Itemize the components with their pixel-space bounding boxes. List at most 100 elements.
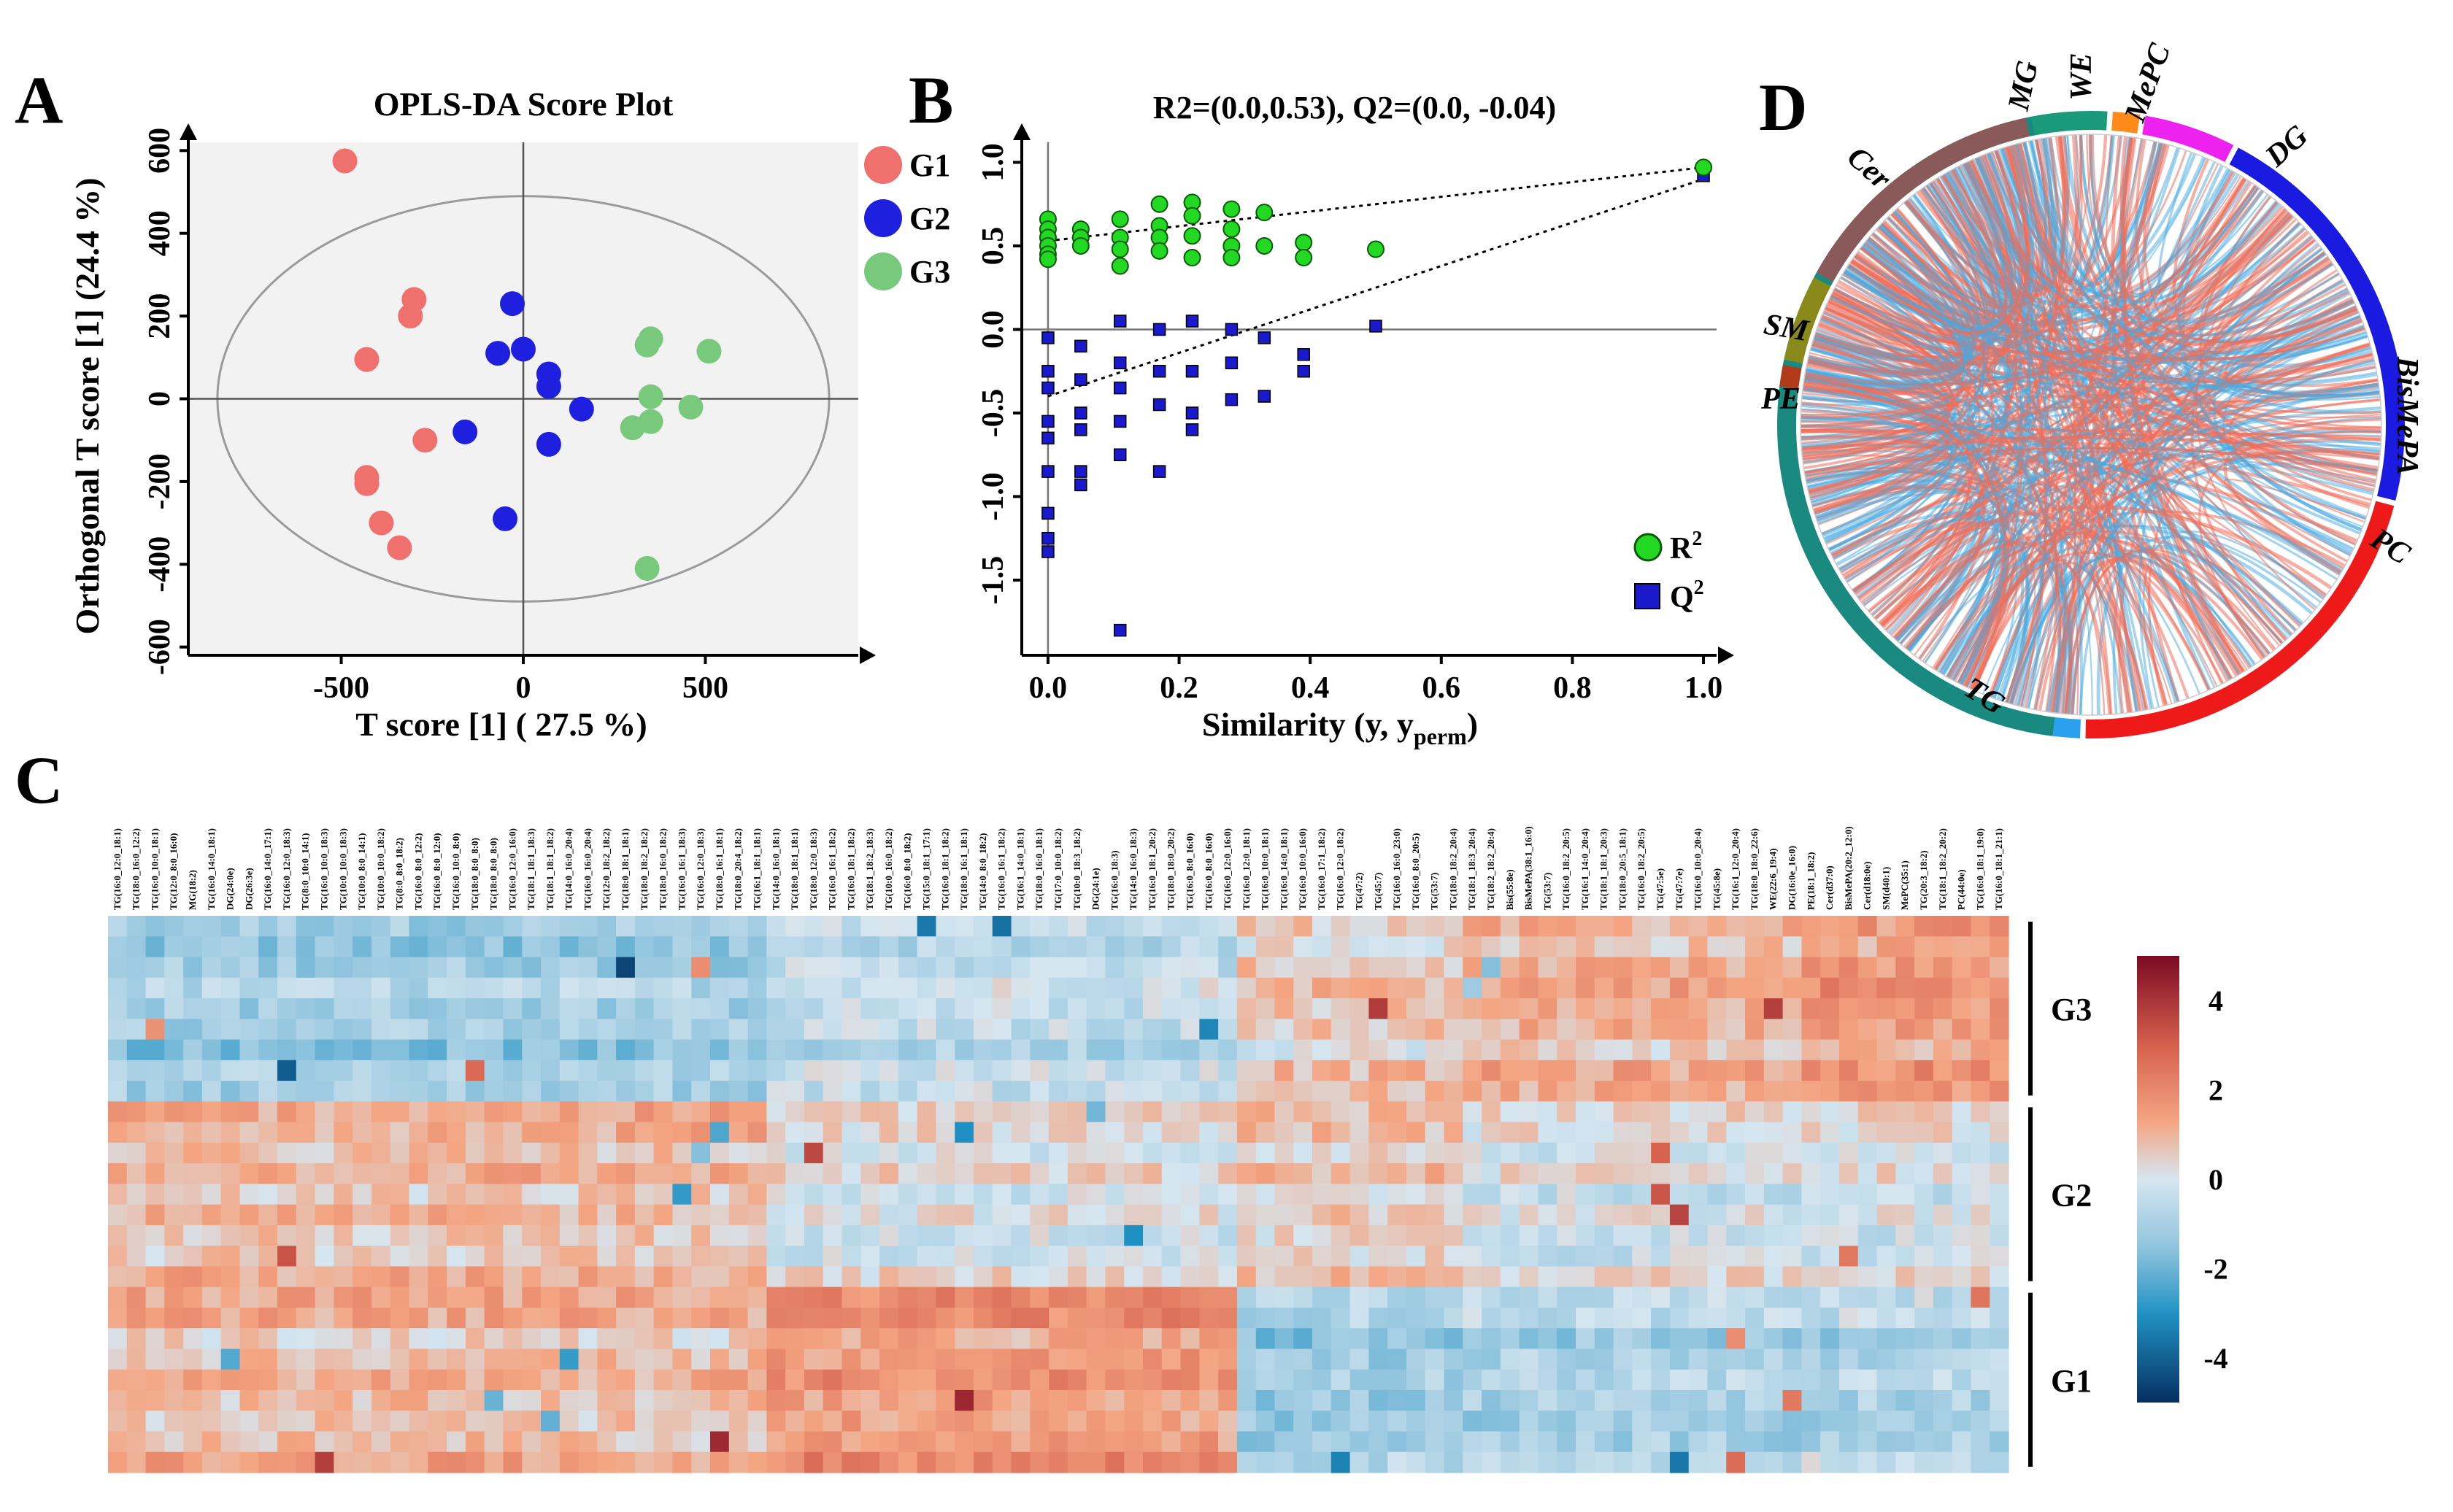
heatmap-cell xyxy=(164,1307,184,1329)
heatmap-cell xyxy=(804,1224,824,1246)
heatmap-cell xyxy=(1801,1328,1821,1350)
heatmap-cell xyxy=(728,1411,749,1432)
heatmap-cell xyxy=(447,957,466,979)
heatmap-cell xyxy=(409,1184,428,1206)
heatmap-cell xyxy=(258,916,278,937)
heatmap-cell xyxy=(879,1019,899,1041)
heatmap-cell xyxy=(409,1369,428,1391)
heatmap-cell xyxy=(390,1039,410,1061)
heatmap-cell xyxy=(973,936,993,958)
heatmap-cell xyxy=(804,1204,824,1226)
heatmap-cell xyxy=(898,1328,918,1350)
heatmap-cell xyxy=(728,1369,749,1391)
heatmap-cell xyxy=(917,1060,937,1081)
heatmap-cell xyxy=(145,1224,165,1246)
heatmap-cell xyxy=(804,1142,824,1164)
heatmap-cell xyxy=(1030,1081,1050,1102)
heatmap-cell xyxy=(1406,1081,1426,1102)
heatmap-cell xyxy=(1218,1204,1238,1226)
heatmap-cell xyxy=(465,1349,485,1370)
heatmap-cell xyxy=(1368,998,1388,1019)
chord-link xyxy=(2171,179,2260,305)
heatmap-cell xyxy=(1049,1081,1068,1102)
heatmap-cell xyxy=(992,1142,1012,1164)
heatmap-cell xyxy=(1594,1101,1614,1123)
heatmap-cell xyxy=(296,1451,316,1473)
heatmap-cell xyxy=(1594,1349,1614,1370)
lipid-column-label: TG(16:0_10:0_20:4) xyxy=(1693,828,1703,910)
heatmap-cell xyxy=(879,1328,899,1350)
heatmap-cell xyxy=(164,998,184,1019)
heatmap-cell xyxy=(578,1411,598,1432)
heatmap-cell xyxy=(1688,1142,1709,1164)
heatmap-cell xyxy=(1293,1142,1313,1164)
heatmap-cell xyxy=(183,1266,203,1288)
heatmap-cell xyxy=(1857,998,1878,1019)
heatmap-cell xyxy=(1331,1122,1351,1143)
r2-point xyxy=(1150,195,1168,213)
heatmap-cell xyxy=(653,1060,674,1081)
heatmap-cell xyxy=(1500,1411,1520,1432)
heatmap-cell xyxy=(691,1101,711,1123)
heatmap-cell xyxy=(578,1019,598,1041)
heatmap-cell xyxy=(145,1307,165,1329)
heatmap-cell xyxy=(804,936,824,958)
heatmap-cell xyxy=(992,1060,1012,1081)
heatmap-cell xyxy=(1049,916,1068,937)
heatmap-cell xyxy=(390,998,410,1019)
heatmap-cell xyxy=(936,1307,955,1329)
heatmap-cell xyxy=(1011,1019,1031,1041)
heatmap-cell xyxy=(258,957,278,979)
heatmap-cell xyxy=(1519,1411,1539,1432)
heatmap-cell xyxy=(1538,1163,1557,1184)
heatmap-cell xyxy=(747,1224,767,1246)
heatmap-cell xyxy=(296,1307,316,1329)
heatmap-cell xyxy=(747,1204,767,1226)
heatmap-cell xyxy=(1161,1451,1182,1473)
heatmap-cell xyxy=(823,1328,843,1350)
heatmap-cell xyxy=(503,1081,523,1102)
heatmap-cell xyxy=(1124,1328,1144,1350)
heatmap-cell xyxy=(1914,1081,1934,1102)
heatmap-cell xyxy=(1952,957,1972,979)
heatmap-cell xyxy=(277,1019,297,1041)
heatmap-cell xyxy=(728,936,749,958)
heatmap-cell xyxy=(334,1060,353,1081)
heatmap-cell xyxy=(1255,1411,1276,1432)
heatmap-cell xyxy=(277,1389,297,1411)
heatmap-cell xyxy=(1406,1060,1426,1081)
heatmap-cell xyxy=(766,936,786,958)
q2-point xyxy=(1113,381,1127,395)
heatmap-cell xyxy=(315,1266,334,1288)
heatmap-cell xyxy=(1726,998,1746,1019)
heatmap-cell xyxy=(183,998,203,1019)
heatmap-cell xyxy=(1971,1224,1990,1246)
heatmap-cell xyxy=(653,1142,674,1164)
sector-arc-cer xyxy=(1816,117,2030,282)
heatmap-cell xyxy=(804,1389,824,1411)
q2-point xyxy=(1297,348,1310,361)
heatmap-cell xyxy=(1425,1184,1445,1206)
heatmap-cell xyxy=(1876,1431,1896,1453)
chord-link xyxy=(1810,168,2230,504)
heatmap-cell xyxy=(1255,1246,1276,1268)
heatmap-cell xyxy=(296,1060,316,1081)
heatmap-cell xyxy=(1199,916,1219,937)
heatmap-cell xyxy=(1782,998,1802,1019)
heatmap-cell xyxy=(447,1101,466,1123)
heatmap-cell xyxy=(710,1287,730,1308)
heatmap-cell xyxy=(1105,1101,1125,1123)
heatmap-cell xyxy=(1161,1246,1182,1268)
heatmap-cell xyxy=(296,1163,316,1184)
heatmap-cell xyxy=(1801,1411,1821,1432)
heatmap-cell xyxy=(1482,1163,1501,1184)
heatmap-cell xyxy=(1482,1266,1501,1288)
heatmap-cell xyxy=(1180,1060,1200,1081)
heatmap-cell xyxy=(1895,1431,1915,1453)
heatmap-cell xyxy=(1124,1307,1144,1329)
heatmap-cell xyxy=(1557,1389,1576,1411)
heatmap-cell xyxy=(1519,1142,1539,1164)
heatmap-cell xyxy=(371,1328,391,1350)
heatmap-cell xyxy=(390,1266,410,1288)
heatmap-cell xyxy=(973,957,993,979)
